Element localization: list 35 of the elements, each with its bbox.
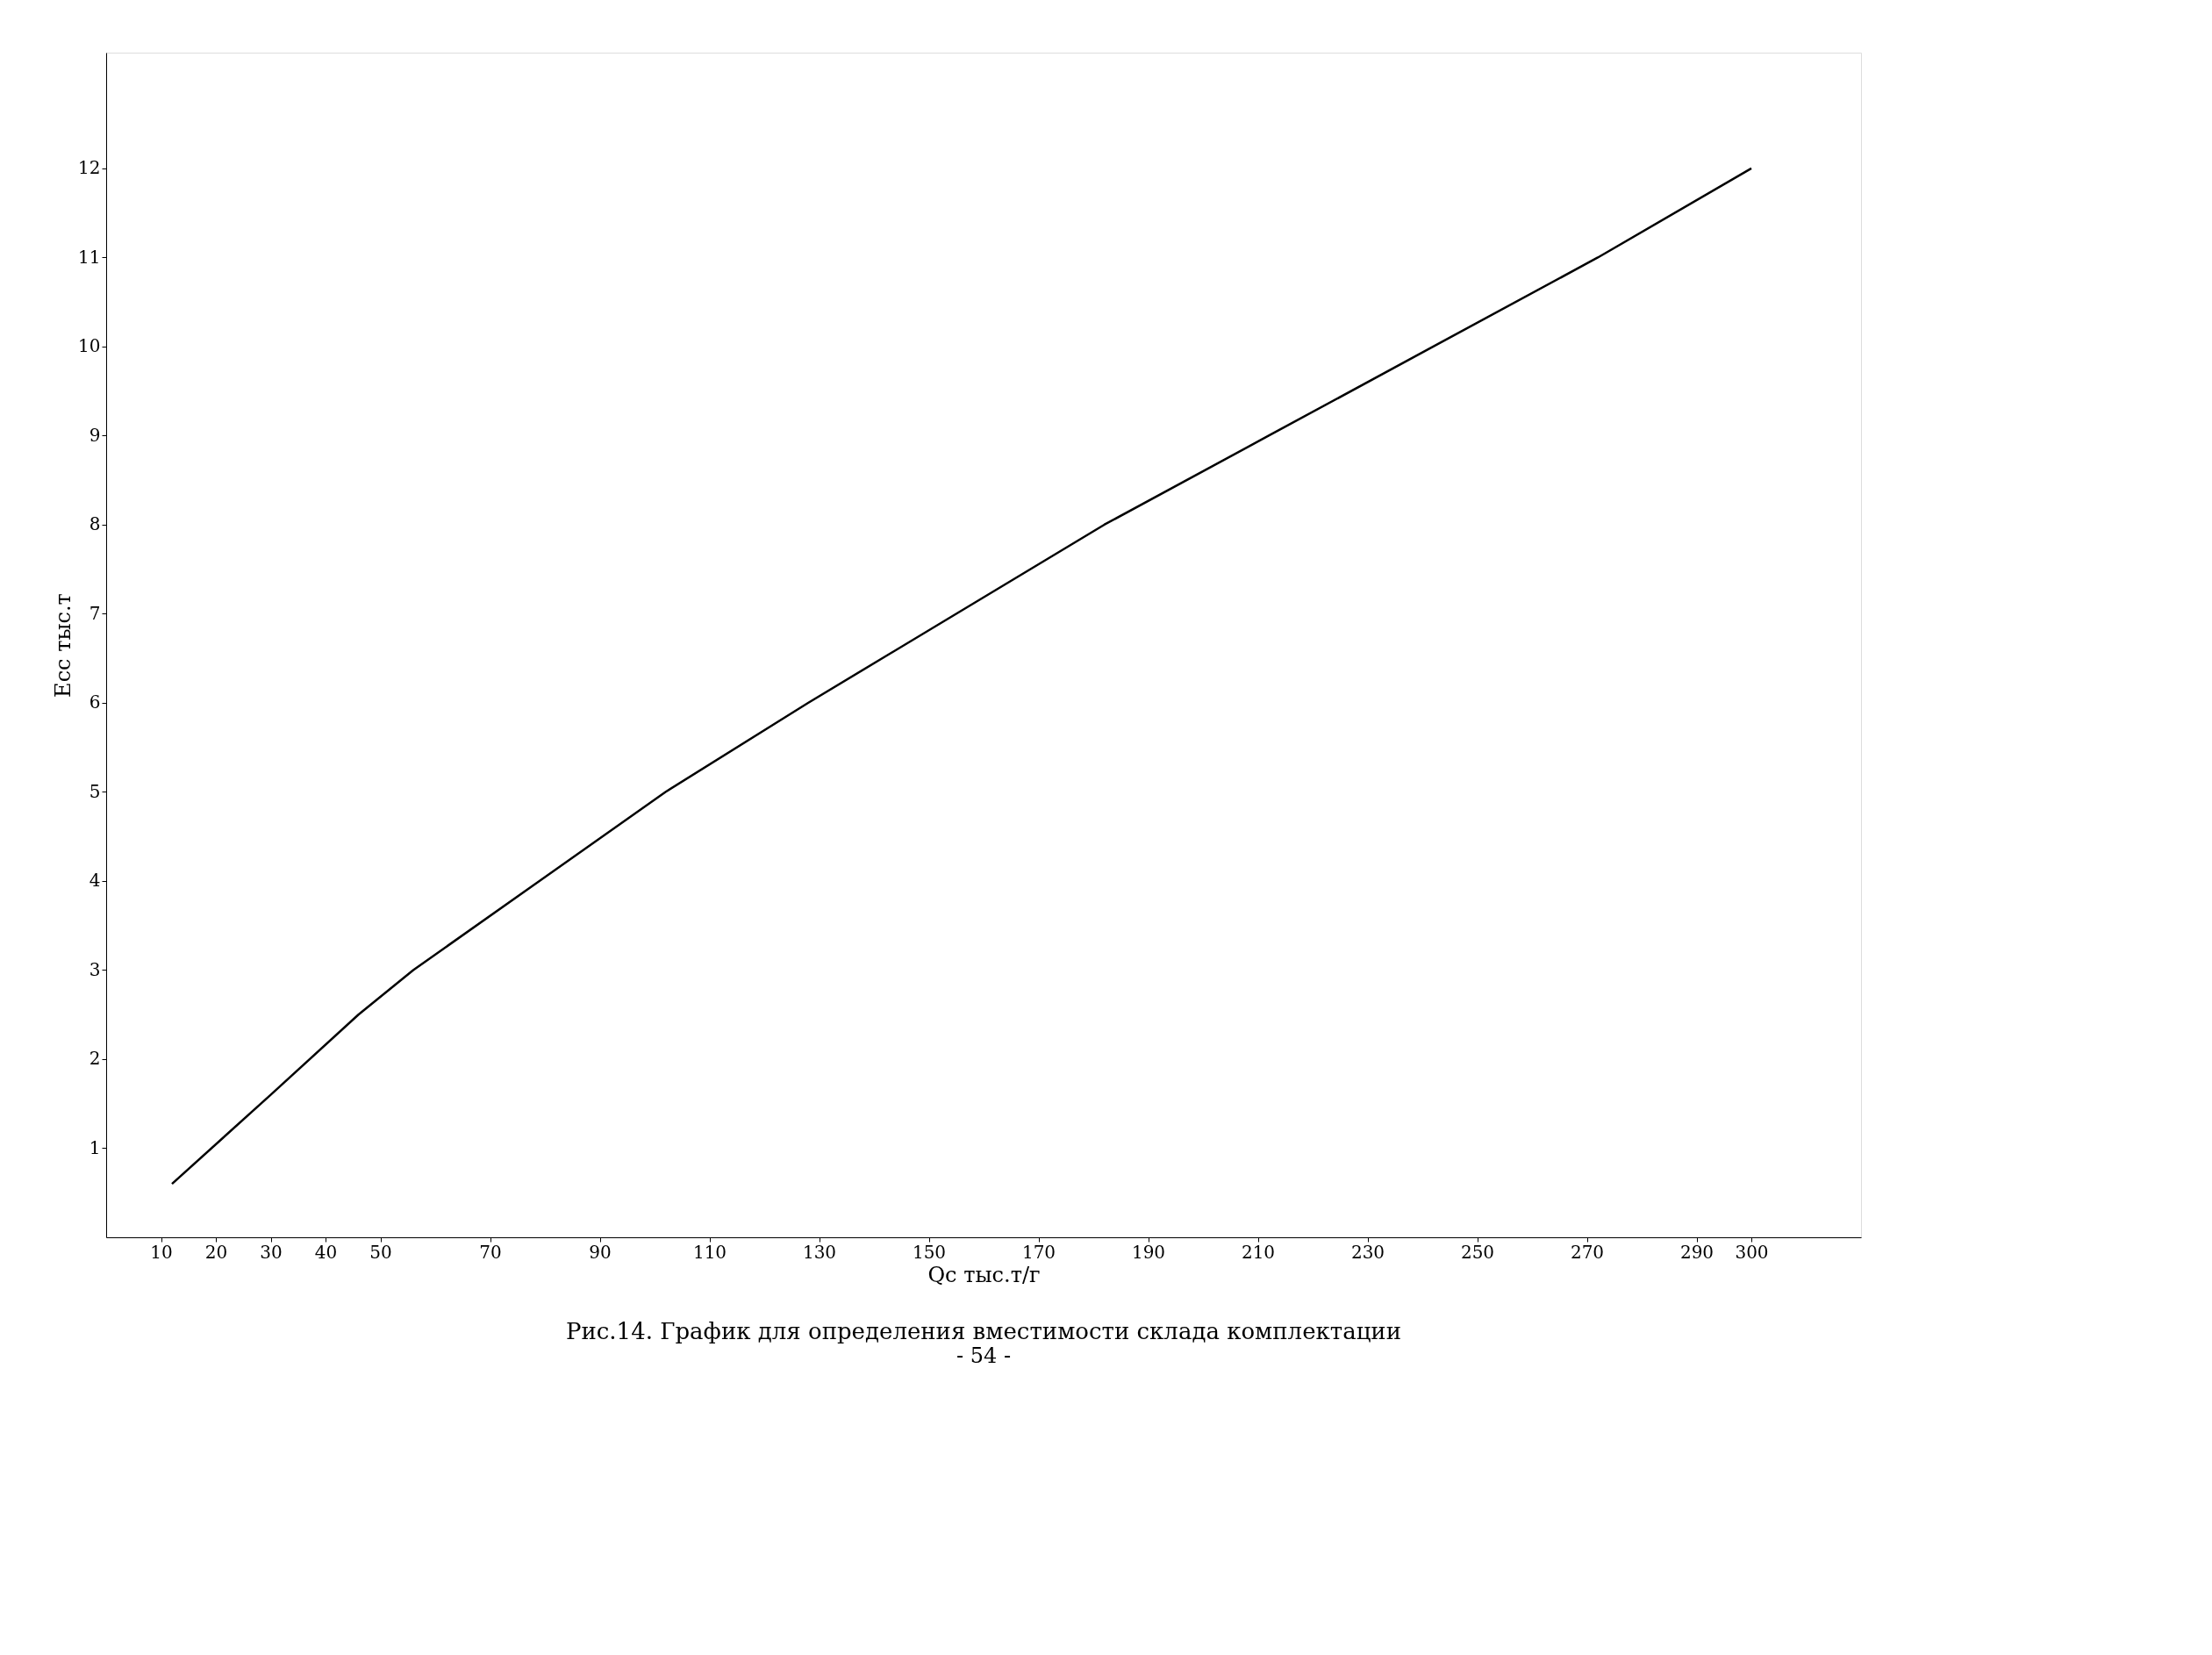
x-tick-label: 170 [1021,1241,1056,1263]
line-series [170,167,1753,1186]
y-tick-label: 8 [89,513,101,535]
y-tick-label: 10 [78,335,101,357]
x-tick-label: 250 [1460,1241,1495,1263]
x-axis-title: Qc тыс.т/г [927,1262,1041,1287]
y-tick-label: 7 [89,602,101,624]
x-tick-label: 230 [1350,1241,1385,1263]
x-tick-label: 20 [204,1241,228,1263]
x-tick-label: 150 [912,1241,947,1263]
x-tick-label: 190 [1131,1241,1166,1263]
x-tick-label: 10 [150,1241,173,1263]
x-tick-label: 110 [692,1241,727,1263]
y-tick-label: 9 [89,424,101,446]
x-tick-label: 130 [802,1241,837,1263]
x-tick-label: 300 [1735,1241,1769,1263]
x-tick-label: 210 [1241,1241,1276,1263]
y-tick-label: 11 [78,246,101,268]
y-tick-label: 3 [89,958,101,980]
x-tick-label: 40 [314,1241,338,1263]
x-tick-label: 290 [1679,1241,1714,1263]
y-tick-label: 1 [89,1137,101,1158]
y-tick-label: 2 [89,1048,101,1070]
x-tick-label: 270 [1570,1241,1605,1263]
y-tick-label: 4 [89,870,101,892]
text: - 54 - [956,1343,1012,1368]
x-tick-label: 30 [260,1241,283,1263]
x-tick-label: 70 [479,1241,502,1263]
text: Рис.14. График для определения вместимости склада комплектации [565,1318,1402,1344]
x-tick-label: 90 [589,1241,612,1263]
x-tick-label: 50 [369,1241,392,1263]
y-tick-label: 5 [89,780,101,802]
y-tick-label: 12 [78,157,101,179]
y-axis-title: Ecc тыс.т [51,593,76,698]
y-tick-label: 6 [89,691,101,713]
